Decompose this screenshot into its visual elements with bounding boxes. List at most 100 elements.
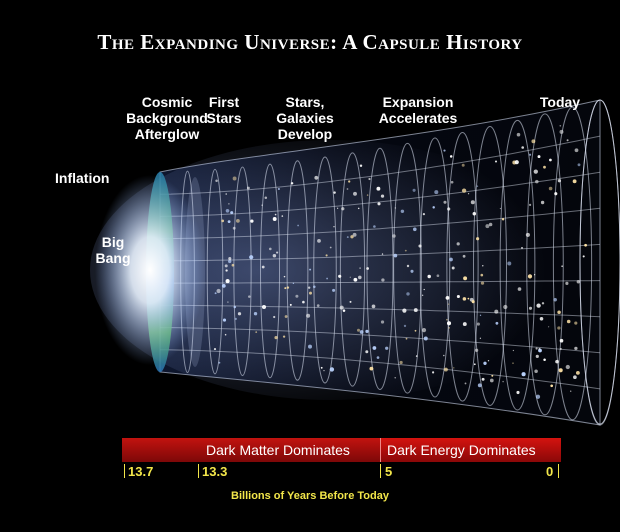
star-speck bbox=[521, 246, 523, 249]
star-speck bbox=[326, 277, 329, 280]
star-speck bbox=[276, 251, 279, 254]
star-speck bbox=[250, 219, 254, 223]
star-speck bbox=[576, 280, 580, 284]
label-galaxies: Stars, Galaxies Develop bbox=[276, 94, 334, 142]
star-speck bbox=[573, 375, 577, 380]
star-speck bbox=[410, 269, 414, 273]
star-speck bbox=[316, 304, 320, 307]
star-speck bbox=[487, 360, 490, 362]
star-speck bbox=[456, 242, 460, 246]
star-speck bbox=[462, 322, 467, 327]
star-speck bbox=[365, 329, 369, 334]
star-speck bbox=[541, 302, 545, 305]
star-speck bbox=[376, 356, 380, 359]
funnel-ring bbox=[339, 152, 366, 387]
tick-mark bbox=[124, 464, 125, 478]
star-speck bbox=[485, 224, 490, 229]
star-speck bbox=[448, 327, 450, 329]
star-speck bbox=[380, 320, 385, 324]
star-speck bbox=[539, 317, 544, 321]
star-speck bbox=[359, 330, 364, 334]
star-speck bbox=[274, 213, 277, 216]
star-speck bbox=[313, 285, 316, 289]
star-speck bbox=[574, 321, 578, 325]
star-speck bbox=[309, 291, 312, 295]
star-speck bbox=[445, 296, 450, 300]
star-speck bbox=[473, 363, 476, 366]
star-speck bbox=[380, 194, 385, 198]
star-speck bbox=[415, 355, 418, 357]
star-speck bbox=[575, 370, 580, 375]
star-speck bbox=[574, 148, 579, 153]
star-speck bbox=[481, 377, 485, 381]
star-speck bbox=[477, 383, 482, 388]
star-speck bbox=[353, 277, 358, 282]
star-speck bbox=[447, 207, 451, 211]
star-speck bbox=[404, 249, 407, 252]
star-speck bbox=[225, 193, 227, 195]
star-speck bbox=[277, 187, 280, 191]
star-speck bbox=[534, 274, 536, 276]
star-speck bbox=[450, 180, 454, 184]
star-speck bbox=[332, 288, 336, 292]
star-speck bbox=[503, 304, 508, 310]
star-speck bbox=[521, 146, 525, 149]
star-speck bbox=[359, 267, 361, 269]
star-speck bbox=[268, 247, 272, 251]
star-speck bbox=[234, 317, 237, 321]
star-speck bbox=[290, 182, 294, 185]
star-speck bbox=[501, 217, 505, 221]
funnel-ring bbox=[473, 126, 507, 406]
star-speck bbox=[535, 347, 538, 350]
star-speck bbox=[480, 273, 484, 277]
star-speck bbox=[451, 266, 455, 270]
star-speck bbox=[553, 297, 557, 302]
star-speck bbox=[365, 350, 369, 354]
star-speck bbox=[565, 281, 569, 285]
label-cmb: Cosmic Background Afterglow bbox=[126, 94, 208, 142]
star-speck bbox=[528, 306, 533, 310]
star-speck bbox=[399, 360, 403, 365]
star-speck bbox=[471, 300, 475, 304]
star-speck bbox=[584, 243, 587, 247]
star-speck bbox=[224, 264, 228, 268]
star-speck bbox=[371, 304, 376, 309]
star-speck bbox=[369, 366, 374, 371]
star-speck bbox=[228, 203, 230, 205]
star-speck bbox=[566, 319, 571, 324]
star-speck bbox=[308, 286, 311, 289]
star-speck bbox=[368, 177, 371, 181]
star-speck bbox=[494, 309, 499, 314]
star-speck bbox=[516, 390, 520, 395]
star-speck bbox=[228, 257, 232, 261]
star-speck bbox=[476, 322, 480, 326]
funnel-gridline bbox=[160, 327, 601, 354]
label-expansion: Expansion Accelerates bbox=[378, 94, 458, 126]
star-speck bbox=[297, 224, 299, 227]
dark-energy-label: Dark Energy Dominates bbox=[387, 442, 536, 458]
star-speck bbox=[246, 186, 250, 190]
funnel-ring bbox=[313, 156, 337, 384]
star-speck bbox=[464, 382, 467, 385]
big-bang-glow bbox=[95, 175, 205, 365]
funnel-ring bbox=[419, 137, 451, 398]
star-speck bbox=[533, 169, 538, 174]
star-speck bbox=[338, 274, 342, 278]
star-speck bbox=[559, 124, 562, 127]
star-speck bbox=[561, 265, 563, 268]
star-speck bbox=[572, 179, 577, 184]
star-speck bbox=[531, 139, 536, 144]
star-speck bbox=[483, 361, 487, 365]
star-speck bbox=[527, 274, 533, 279]
funnel-gridline bbox=[159, 171, 601, 217]
star-speck bbox=[543, 165, 546, 169]
star-speck bbox=[536, 303, 541, 308]
star-speck bbox=[557, 179, 562, 183]
star-speck bbox=[474, 348, 479, 352]
star-speck bbox=[495, 321, 499, 325]
star-speck bbox=[274, 335, 278, 340]
star-speck bbox=[534, 369, 538, 373]
star-speck bbox=[333, 191, 336, 194]
star-speck bbox=[317, 239, 321, 243]
funnel-ring bbox=[446, 131, 479, 402]
